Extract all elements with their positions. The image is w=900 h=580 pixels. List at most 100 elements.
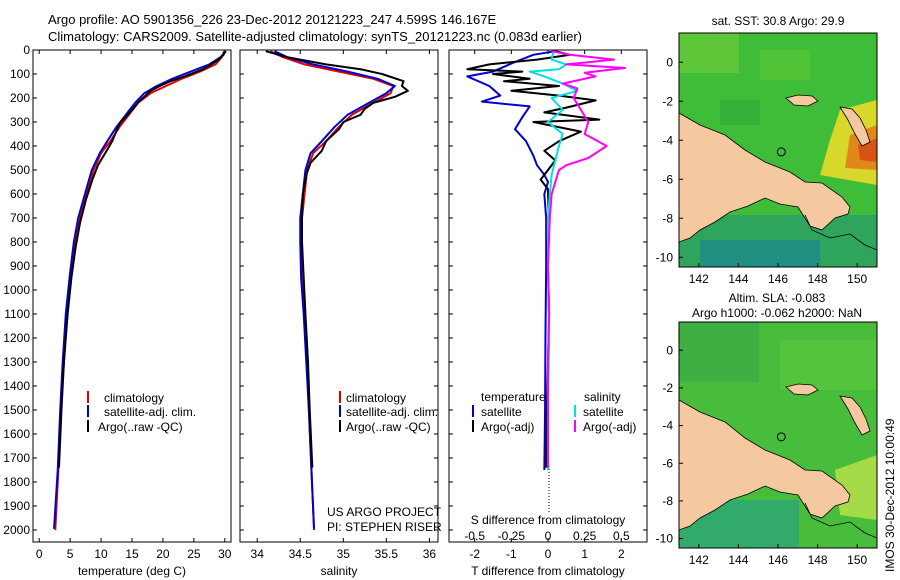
x-tick-label: 0.25 — [573, 529, 597, 543]
sla-land-mass — [679, 399, 851, 531]
x-tick-label: 148 — [808, 272, 828, 286]
legend-header-salinity: salinity — [584, 390, 621, 404]
x-tick-label: 0 — [36, 547, 43, 561]
y-tick-label: -4 — [662, 419, 673, 433]
difference-lines — [466, 50, 626, 471]
x-tick-label: 142 — [689, 272, 709, 286]
y-tick-label: 0 — [666, 343, 673, 357]
x-tick-label: 5 — [67, 547, 74, 561]
y-tick-label: 1500 — [3, 403, 30, 417]
sst-map-axes: 142 144 146 148 150 0 -2 -4 -6 -8 -10 — [656, 55, 868, 286]
difference-legend: temperature salinity satellite Argo(-adj… — [472, 390, 636, 434]
sla-patch — [679, 322, 759, 382]
legend-label-t-sat: satellite — [481, 405, 522, 419]
legend-label-sat: satellite-adj. clim. — [346, 405, 438, 419]
x-tick-label: 20 — [156, 547, 170, 561]
float-position-marker — [776, 432, 786, 442]
imos-timestamp: IMOS 30-Dec-2012 10:00:49 — [883, 418, 897, 572]
y-tick-label: -10 — [656, 250, 674, 264]
legend-label-clim: climatology — [346, 391, 406, 405]
sla-map-axes: 142 144 146 148 150 0 -2 -4 -6 -8 -10 — [656, 343, 868, 567]
x-tick-label: 2 — [618, 547, 625, 561]
legend-label-clim: climatology — [104, 391, 164, 405]
temperature-axes: 0 5 10 15 20 25 300100200300400500600700800900… — [3, 43, 232, 561]
x-tick-label: 15 — [125, 547, 139, 561]
x-tick-label: 36 — [423, 547, 437, 561]
x-tick-label: 148 — [808, 553, 828, 567]
y-tick-label: 600 — [10, 187, 30, 201]
y-tick-label: -2 — [662, 94, 673, 108]
t-difference-label: T difference from climatology — [471, 564, 625, 578]
sst-island — [839, 106, 871, 147]
temperature-lines — [53, 50, 227, 531]
project-annotation-line2: PI: STEPHEN RISER — [327, 520, 442, 534]
sla-bright-patch — [835, 455, 877, 520]
y-tick-label: -6 — [662, 172, 673, 186]
series-satellite-adj-clim- — [53, 50, 227, 529]
project-annotation-line1: US ARGO PROJECT — [327, 505, 442, 519]
legend-label-s-argo: Argo(-adj) — [583, 420, 636, 434]
x-tick-label: 0.5 — [613, 529, 630, 543]
y-tick-label: -8 — [662, 494, 673, 508]
temperature-legend: climatology satellite-adj. clim. Argo(..… — [87, 391, 196, 434]
series-s-argo-adj- — [547, 50, 626, 468]
legend-label-sat: satellite-adj. clim. — [104, 405, 196, 419]
x-tick-label: 142 — [689, 553, 709, 567]
series-climatology — [269, 50, 395, 531]
legend-label-t-argo: Argo(-adj) — [481, 420, 534, 434]
x-tick-label: -1 — [506, 547, 517, 561]
sst-cool-water — [700, 240, 820, 267]
sla-map-title1: Altim. SLA: -0.083 — [729, 291, 826, 305]
salinity-legend: climatology satellite-adj. clim. Argo(..… — [339, 391, 438, 434]
y-tick-label: 700 — [10, 211, 30, 225]
series-t-satellite — [466, 50, 556, 471]
salinity-axes: 34 34.5 35 35.5 36 — [240, 49, 438, 561]
s-difference-label: S difference from climatology — [471, 513, 626, 527]
x-tick-label: 0 — [545, 547, 552, 561]
y-tick-label: 200 — [10, 91, 30, 105]
sst-map — [679, 33, 877, 267]
y-tick-label: -4 — [662, 133, 673, 147]
y-tick-label: 300 — [10, 115, 30, 129]
y-tick-label: 1000 — [3, 283, 30, 297]
series-argo-raw-qc- — [57, 50, 226, 468]
y-tick-label: -2 — [662, 381, 673, 395]
legend-label-s-sat: satellite — [583, 405, 624, 419]
sla-map — [679, 322, 877, 548]
series-satellite-adj-clim- — [274, 50, 396, 529]
sla-patch — [780, 340, 877, 390]
y-tick-label: 1400 — [3, 379, 30, 393]
y-tick-label: -8 — [662, 211, 673, 225]
x-tick-label: 144 — [728, 272, 748, 286]
x-tick-label: 30 — [218, 547, 232, 561]
x-tick-label: 35.5 — [375, 547, 399, 561]
salinity-xlabel: salinity — [321, 564, 358, 578]
y-tick-label: 100 — [10, 67, 30, 81]
x-tick-label: 34.5 — [289, 547, 313, 561]
y-tick-label: 1900 — [3, 499, 30, 513]
x-tick-label: 150 — [847, 272, 867, 286]
y-tick-label: 800 — [10, 235, 30, 249]
x-tick-label: 144 — [728, 553, 748, 567]
sst-land-mass — [679, 112, 851, 243]
y-tick-label: -6 — [662, 456, 673, 470]
sla-map-title2: Argo h1000: -0.062 h2000: NaN — [692, 306, 862, 320]
legend-label-argo: Argo(..raw -QC) — [346, 420, 431, 434]
sst-coastline — [804, 214, 877, 251]
x-tick-label: 10 — [94, 547, 108, 561]
difference-axes: -2 -1 0 1 2 -0.5 -0.25 0 0.25 0.5 — [449, 49, 647, 561]
sst-island — [785, 94, 819, 107]
float-position-marker — [776, 147, 786, 157]
y-tick-label: 1800 — [3, 475, 30, 489]
x-tick-label: 0 — [545, 529, 552, 543]
header-line1: Argo profile: AO 5901356_226 23-Dec-2012… — [48, 12, 496, 27]
y-tick-label: 1600 — [3, 427, 30, 441]
x-tick-label: 35 — [337, 547, 351, 561]
sst-patch — [760, 50, 810, 80]
y-tick-label: 1200 — [3, 331, 30, 345]
y-tick-label: 900 — [10, 259, 30, 273]
salinity-lines — [265, 50, 409, 531]
x-tick-label: -0.5 — [464, 529, 485, 543]
temperature-plot-frame — [32, 49, 232, 543]
sla-island — [839, 395, 871, 436]
